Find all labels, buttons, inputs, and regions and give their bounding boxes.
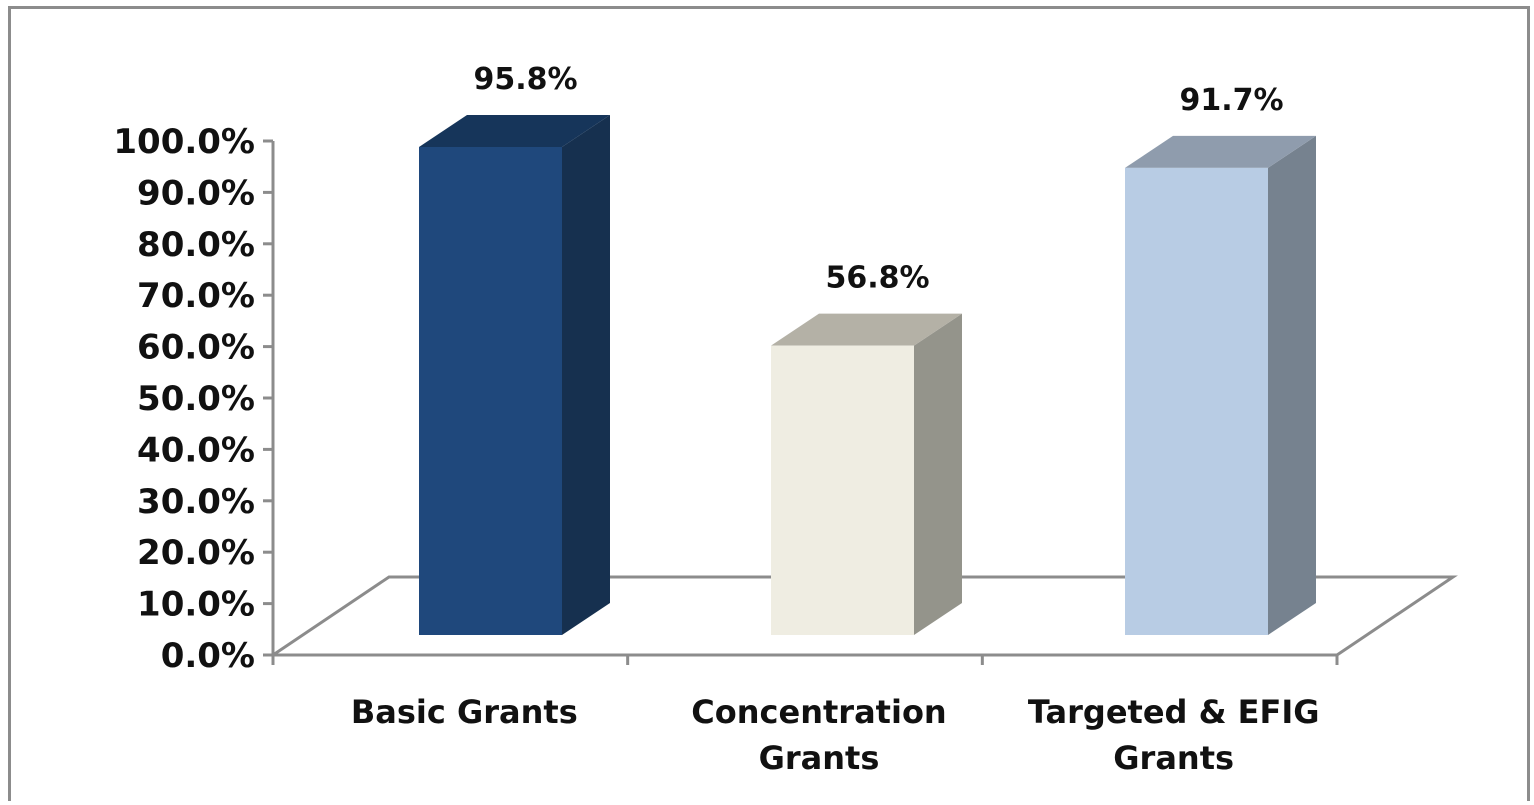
y-tick-label: 60.0% <box>137 328 255 368</box>
y-tick-label: 80.0% <box>137 225 255 265</box>
chart-frame: 0.0% 10.0% 20.0% 30.0% 40.0% 50.0% 60.0% 70.0% 8… <box>8 6 1530 801</box>
y-tick-label: 0.0% <box>161 636 255 676</box>
y-tick-label: 100.0% <box>113 122 255 162</box>
y-tick-label: 10.0% <box>137 585 255 625</box>
data-label: 56.8% <box>825 261 929 296</box>
y-tick-label: 20.0% <box>137 533 255 573</box>
x-tick-label: Concentration Grants <box>691 693 946 777</box>
bar-side-face <box>562 115 610 635</box>
bar <box>1125 168 1268 635</box>
x-tick-label: Basic Grants <box>351 693 578 731</box>
bar-chart: 0.0% 10.0% 20.0% 30.0% 40.0% 50.0% 60.0% 70.0% 8… <box>11 9 1527 804</box>
bar-side-face <box>914 314 962 635</box>
bar <box>419 147 562 635</box>
y-tick-label: 40.0% <box>137 430 255 470</box>
bar-side-face <box>1268 136 1316 635</box>
bars <box>419 115 1316 635</box>
y-tick-label: 70.0% <box>137 276 255 316</box>
y-tick-label: 90.0% <box>137 173 255 213</box>
bar <box>771 346 914 635</box>
data-label: 95.8% <box>473 62 577 97</box>
x-tick-label: Targeted & EFIG Grants <box>1028 693 1320 777</box>
y-tick-label: 50.0% <box>137 379 255 419</box>
data-label: 91.7% <box>1179 83 1283 118</box>
y-tick-label: 30.0% <box>137 482 255 522</box>
